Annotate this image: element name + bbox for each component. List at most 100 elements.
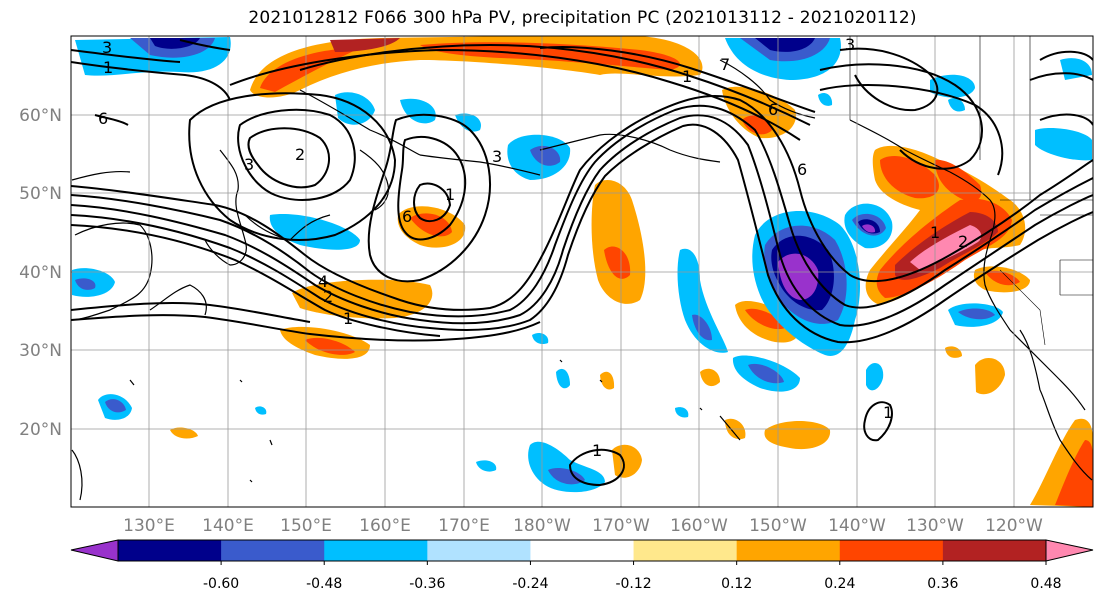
precip-positive-patch [170, 427, 198, 439]
contour-label: 6 [98, 109, 108, 128]
lat-label-30n: 30°N [19, 341, 62, 361]
precip-negative-patch [532, 332, 549, 345]
precip-positive-patch [764, 421, 831, 450]
lon-label: 150°E [280, 516, 332, 536]
colorbar-tick-label: -0.60 [203, 576, 239, 592]
lat-label-60n: 60°N [19, 106, 62, 126]
lon-label: 150°W [749, 516, 807, 536]
map-plot-area: 3 1 6 2 3 1 6 4 2 1 3 6 1 7 6 1 2 3 1 1 [70, 35, 1094, 508]
colorbar-tick-label: 0.48 [1030, 576, 1061, 592]
precip-negative-patch [958, 308, 995, 320]
colorbar: -0.60 -0.48 -0.36 -0.24 -0.12 0.12 0.24 0.36 0.4… [70, 539, 1094, 592]
lon-label: 140°W [828, 516, 886, 536]
colorbar-segment [633, 540, 738, 561]
contour-label: 1 [682, 67, 692, 86]
precip-negative-patch [548, 468, 585, 485]
lon-label: 170°E [438, 516, 490, 536]
precip-negative-patch [530, 145, 561, 166]
contour-label: 3 [492, 147, 502, 166]
colorbar-segment [221, 540, 325, 561]
coastlines [71, 59, 1093, 501]
latitude-labels: 60°N 50°N 40°N 30°N 20°N [19, 106, 62, 440]
colorbar-segment [324, 540, 428, 561]
contour-label: 2 [295, 145, 305, 164]
precip-positive-patch [600, 371, 615, 390]
contour-labels: 3 1 6 2 3 1 6 4 2 1 3 6 1 7 6 1 2 3 1 1 [98, 35, 968, 460]
precip-negative-patch [1035, 128, 1092, 161]
lon-label: 130°E [123, 516, 175, 536]
colorbar-segment [427, 540, 531, 561]
precip-positive-patch [330, 38, 400, 52]
contour-label: 1 [103, 58, 113, 77]
precip-positive-patch [604, 246, 631, 279]
contour-label: 1 [445, 185, 455, 204]
precip-positive-patch [745, 308, 785, 330]
lon-label: 130°W [906, 516, 964, 536]
precip-negative-patch [748, 363, 784, 384]
lon-label: 120°W [985, 516, 1043, 536]
colorbar-tick-label: -0.48 [306, 576, 342, 592]
colorbar-segment [736, 540, 841, 561]
precip-positive-patch [700, 368, 720, 387]
map-title: 2021012812 F066 300 hPa PV, precipitatio… [248, 8, 917, 28]
precip-negative-patch [556, 368, 570, 389]
contour-label: 1 [592, 441, 602, 460]
precip-negative-patch [677, 248, 728, 353]
precip-negative-patch [476, 460, 497, 472]
longitude-labels: 130°E 140°E 150°E 160°E 170°E 180°W 170°… [123, 516, 1043, 536]
precip-positive-patch [612, 444, 642, 478]
colorbar-tick-label: 0.12 [721, 576, 752, 592]
precip-positive-patch [910, 225, 982, 270]
lon-label: 170°W [592, 516, 650, 536]
colorbar-tick-label: 0.36 [927, 576, 958, 592]
contour-label: 3 [102, 38, 112, 57]
precip-negative-patch [75, 278, 96, 290]
lon-label: 180°W [513, 516, 571, 536]
contour-label: 6 [768, 100, 778, 119]
colorbar-tick-label: -0.12 [615, 576, 651, 592]
contour-label: 6 [402, 207, 412, 226]
colorbar-max-arrow [1045, 539, 1094, 562]
colorbar-ticks: -0.60 -0.48 -0.36 -0.24 -0.12 0.12 0.24 0.36 0.4… [203, 561, 1062, 592]
colorbar-min-arrow [70, 539, 119, 562]
colorbar-segments [118, 540, 1047, 561]
lat-label-50n: 50°N [19, 184, 62, 204]
contour-label: 3 [244, 155, 254, 174]
precip-positive-patch [1055, 440, 1093, 507]
precip-positive-patch [880, 155, 939, 199]
contour-label: 3 [845, 35, 855, 54]
colorbar-segment [839, 540, 944, 561]
colorbar-outline [117, 539, 1047, 562]
precip-negative-patch [818, 93, 833, 106]
precip-negative-patch [455, 113, 481, 132]
lat-label-20n: 20°N [19, 420, 62, 440]
map-frame [70, 35, 1094, 508]
precip-negative-patch [255, 406, 267, 415]
contour-label: 2 [323, 287, 333, 306]
contour-label: 7 [720, 55, 730, 74]
precip-negative-patch [1060, 58, 1092, 80]
gridlines [71, 36, 1093, 507]
contour-label: 2 [958, 232, 968, 251]
contour-label: 1 [343, 309, 353, 328]
colorbar-tick-label: -0.36 [409, 576, 445, 592]
lon-label: 160°W [670, 516, 728, 536]
colorbar-tick-label: 0.24 [824, 576, 855, 592]
colorbar-tick-label: -0.24 [512, 576, 548, 592]
precip-negative-patch [150, 38, 200, 49]
precip-negative-patch [105, 399, 126, 413]
colorbar-segment [942, 540, 1047, 561]
precip-negative-patch [866, 363, 884, 391]
precip-positive-patch [975, 357, 1005, 395]
precip-negative-patch [755, 38, 815, 52]
lon-label: 160°E [359, 516, 411, 536]
precip-positive-patch [305, 337, 355, 355]
colorbar-segment [118, 540, 222, 561]
precip-negative-patch [400, 98, 436, 124]
contour-label: 4 [318, 272, 328, 291]
contour-label: 6 [797, 160, 807, 179]
precip-negative-patch [862, 224, 876, 233]
precip-negative-patch [528, 441, 605, 493]
colorbar-segment [530, 540, 635, 561]
